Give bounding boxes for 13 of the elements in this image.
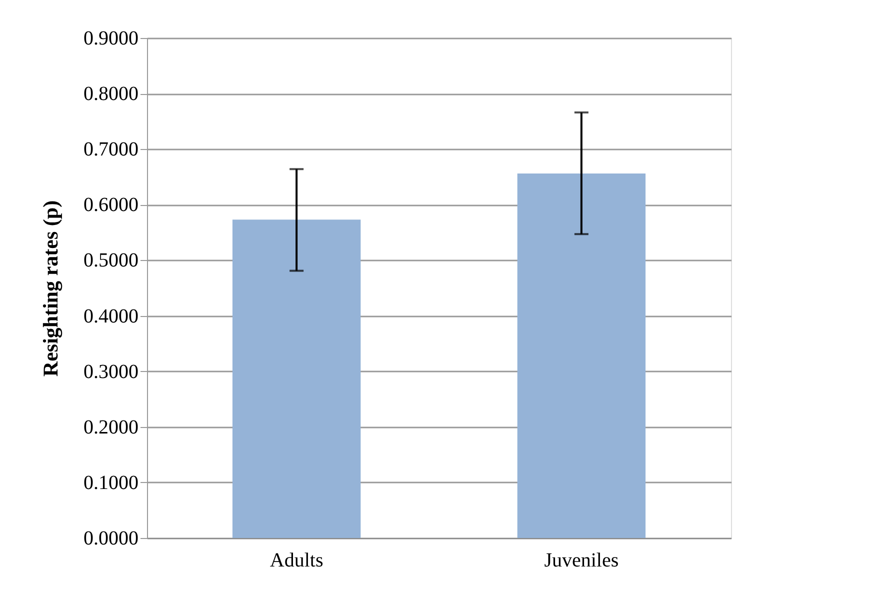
x-tick-label: Juveniles bbox=[544, 550, 619, 572]
y-tick-label: 0.7000 bbox=[84, 138, 138, 161]
y-tick-label: 0.4000 bbox=[84, 305, 138, 328]
y-tick-label: 0.0000 bbox=[84, 528, 138, 550]
y-axis-title: Resighting rates (p) bbox=[38, 200, 62, 377]
y-tick-label: 0.3000 bbox=[84, 360, 138, 383]
y-tick-label: 0.9000 bbox=[84, 28, 138, 50]
y-tick-label: 0.6000 bbox=[84, 194, 138, 216]
y-tick-label: 0.1000 bbox=[84, 472, 138, 494]
y-tick-label: 0.2000 bbox=[84, 416, 138, 438]
y-tick-label: 0.5000 bbox=[84, 250, 138, 272]
y-tick-label: 0.8000 bbox=[84, 83, 138, 106]
x-tick-label: Adults bbox=[270, 550, 324, 572]
